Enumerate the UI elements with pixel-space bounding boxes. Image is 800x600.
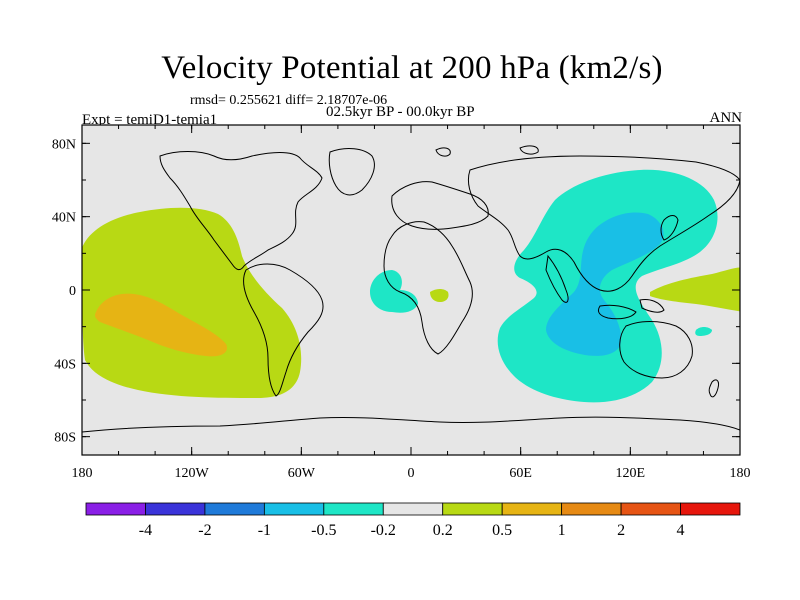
colorbar-swatch bbox=[501, 502, 563, 516]
colorbar-label: -2 bbox=[198, 522, 211, 539]
colorbar-label: -0.5 bbox=[311, 522, 336, 539]
y-tick-label: 80S bbox=[54, 431, 76, 446]
x-tick-label: 120W bbox=[175, 466, 210, 481]
colorbar-swatch bbox=[85, 502, 146, 516]
y-tick-label: 40N bbox=[52, 211, 76, 226]
pacific-strong-positive-region bbox=[95, 293, 228, 357]
west-pacific-positive-region bbox=[650, 267, 740, 312]
season-label: ANN bbox=[709, 110, 743, 126]
colorbar-label: 0.5 bbox=[492, 522, 512, 539]
asia-strong-negative-region bbox=[546, 212, 664, 356]
colorbar-label: -4 bbox=[139, 522, 152, 539]
stats-text: rmsd= 0.255621 diff= 2.18707e-06 bbox=[190, 93, 388, 108]
colorbar: -4 -2 -1 -0.5 -0.2 0.2 0.5 1 2 4 bbox=[85, 502, 741, 539]
coral-sea-negative-patch bbox=[695, 327, 712, 336]
y-tick-label: 40S bbox=[54, 357, 76, 372]
x-tick-label: 0 bbox=[408, 466, 415, 481]
x-tick-label: 180 bbox=[730, 466, 751, 481]
y-tick-label: 0 bbox=[69, 284, 76, 299]
asia-negative-region bbox=[497, 169, 718, 403]
colorbar-swatch bbox=[204, 502, 265, 516]
colorbar-label: 4 bbox=[677, 522, 685, 539]
pacific-positive-region bbox=[82, 207, 302, 398]
colorbar-label: -0.2 bbox=[371, 522, 396, 539]
y-axis: 80N 40N 0 40S 80S bbox=[52, 137, 740, 446]
colorbar-swatch bbox=[620, 502, 681, 516]
coastlines bbox=[82, 145, 740, 433]
colorbar-label: -1 bbox=[258, 522, 271, 539]
colorbar-swatch bbox=[145, 502, 206, 516]
west-africa-negative-region bbox=[370, 270, 418, 313]
colorbar-label: 2 bbox=[617, 522, 625, 539]
colorbar-swatch bbox=[323, 502, 384, 516]
x-tick-label: 180 bbox=[72, 466, 93, 481]
colorbar-swatch bbox=[442, 502, 503, 516]
colorbar-swatch bbox=[680, 502, 741, 516]
page-title: Velocity Potential at 200 hPa (km2/s) bbox=[161, 50, 663, 86]
x-axis: 180 120W 60W 0 60E 120E 180 bbox=[72, 125, 751, 481]
colorbar-swatch bbox=[263, 502, 325, 516]
colorbar-label: 1 bbox=[558, 522, 566, 539]
x-tick-label: 60E bbox=[509, 466, 532, 481]
colorbar-swatch bbox=[561, 502, 622, 516]
x-tick-label: 120E bbox=[616, 466, 646, 481]
africa-positive-region bbox=[430, 289, 449, 302]
colorbar-label: 0.2 bbox=[433, 522, 453, 539]
experiment-label: Expt = temiD1-temia1 bbox=[82, 112, 218, 128]
x-tick-label: 60W bbox=[288, 466, 316, 481]
period-label: 02.5kyr BP - 00.0kyr BP bbox=[326, 104, 475, 120]
y-tick-label: 80N bbox=[52, 137, 76, 152]
colorbar-swatch bbox=[382, 502, 444, 516]
